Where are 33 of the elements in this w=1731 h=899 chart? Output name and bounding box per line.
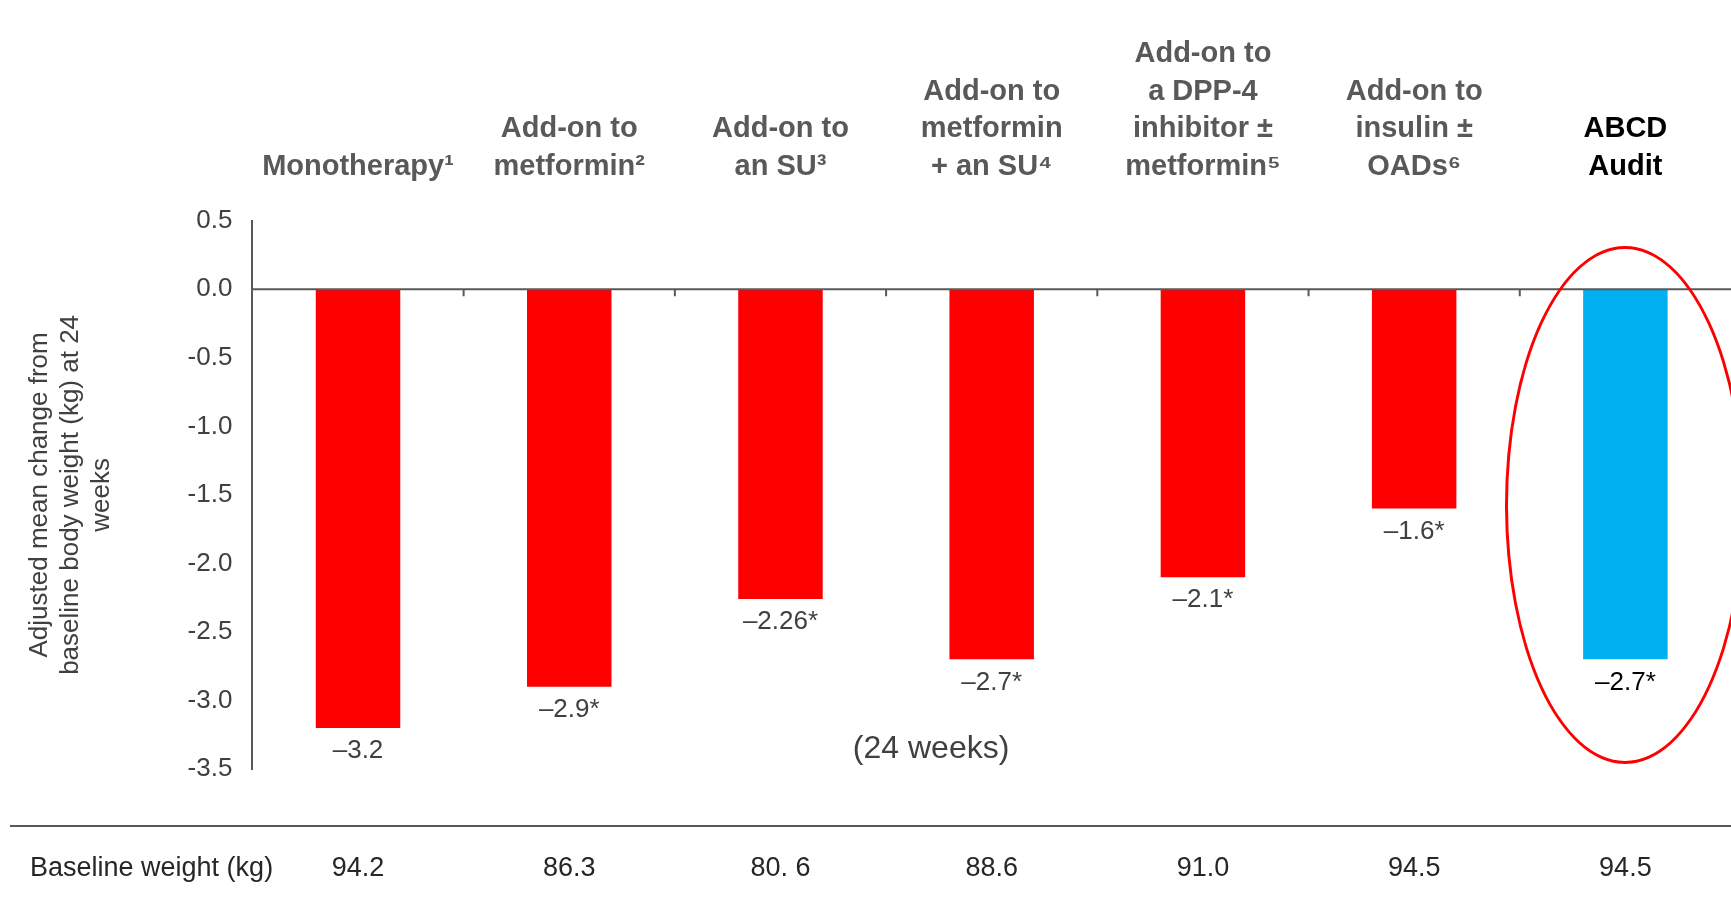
text: 86.3 — [542, 852, 596, 883]
text: Baseline weight (kg) — [30, 852, 274, 883]
data-label: –2.7* — [1595, 665, 1656, 696]
x-tick-label: Add-on to metformin² — [493, 111, 646, 181]
x-tick-label: Monotherapy¹ — [262, 148, 454, 181]
text: 88.6 — [965, 852, 1018, 883]
data-label: –2.7* — [961, 665, 1023, 696]
x-tick-label: Add-on to insulin ± OADs⁶ — [1345, 73, 1483, 181]
text: 94.5 — [1599, 852, 1652, 883]
y-tick-label: 0.5 — [196, 203, 233, 234]
y-tick-label: -3.0 — [187, 683, 233, 714]
y-axis-title: Adjusted mean change from baseline body weight (kg) at 24 weeks — [22, 314, 116, 675]
x-tick-label: Add-on to an SU³ — [712, 111, 849, 181]
data-label: –2.26* — [742, 605, 819, 636]
y-tick-label: -1.0 — [187, 409, 233, 440]
data-label: –2.9* — [538, 692, 600, 723]
y-tick-label: -2.5 — [187, 615, 233, 646]
y-tick-label: 0.0 — [196, 272, 233, 303]
data-label: –2.1* — [1172, 583, 1234, 614]
y-tick-label: -0.5 — [187, 341, 233, 372]
data-label: –3.2 — [332, 734, 384, 765]
y-tick-label: -2.0 — [187, 546, 233, 577]
text: 80. 6 — [750, 852, 811, 883]
x-tick-label: ABCD Audit — [1583, 111, 1668, 181]
data-label: –1.6* — [1383, 514, 1445, 545]
annotation: (24 weeks) — [852, 728, 1010, 765]
text: 91.0 — [1176, 852, 1230, 883]
y-tick-label: -3.5 — [187, 752, 233, 783]
text: 94.2 — [331, 852, 385, 883]
x-tick-label: Add-on to a DPP-4 inhibitor ± metformin⁵ — [1125, 35, 1281, 181]
x-tick-label: Add-on to metformin + an SU⁴ — [920, 73, 1063, 181]
y-tick-label: -1.5 — [187, 478, 233, 509]
text: 94.5 — [1387, 852, 1441, 883]
